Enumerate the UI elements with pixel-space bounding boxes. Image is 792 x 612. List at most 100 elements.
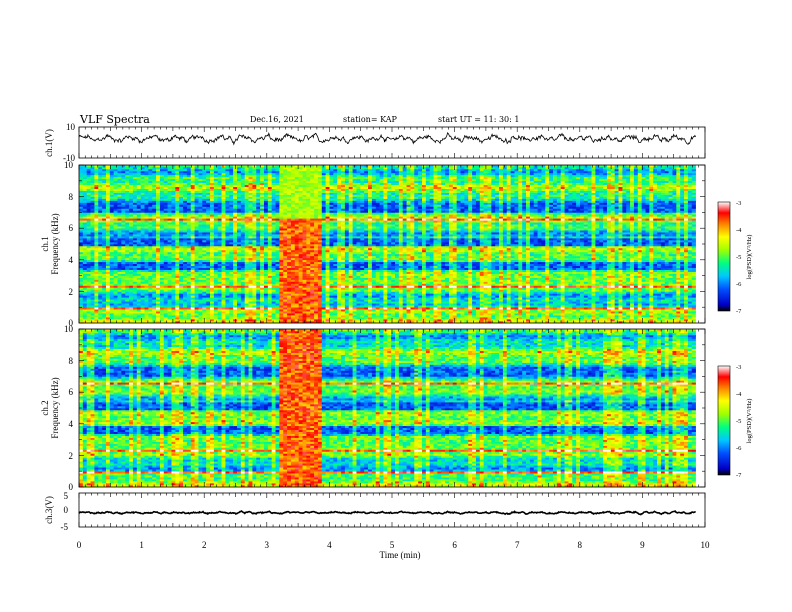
spectrogram-cell [256,255,261,259]
spectrogram-cell [102,184,107,188]
spectrogram-cell [136,259,141,263]
spectrogram-cell [217,212,222,215]
spectrogram-cell [233,281,238,284]
spectrogram-cell [86,184,91,188]
spectrogram-cell [129,303,134,306]
spectrogram-cell [175,188,180,191]
spectrogram-cell [109,247,114,251]
spectrogram-cell [132,216,138,219]
spectrogram-cell [279,240,284,243]
spectrogram-cell [113,194,118,197]
spectrogram-cell [275,283,280,286]
spectrogram-cell [229,267,234,270]
spectrogram-cell [287,182,292,186]
spectrogram-cell [171,188,176,191]
spectrogram-cell [113,186,118,189]
spectrogram-cell [198,271,203,274]
spectrogram-cell [79,279,84,282]
spectrogram-cell [86,182,91,186]
spectrogram-cell [206,275,211,278]
spectrogram-cell [136,234,141,237]
spectrogram-cell [283,265,288,268]
spectrogram-cell [117,165,122,168]
spectrogram-cell [163,208,168,211]
spectrogram-cell [144,204,149,207]
spectrogram-cell [117,232,122,235]
spectrogram-cell [156,200,161,203]
spectrogram-cell [102,206,107,209]
spectrogram-cell [221,283,226,286]
spectrogram-cell [113,226,118,229]
spectrogram-cell [117,198,122,201]
spectrogram-cell [117,204,122,207]
spectrogram-cell [275,224,280,227]
spectrogram-cell [144,293,149,296]
spectrogram-cell [113,303,118,306]
spectrogram-cell [121,305,126,308]
spectrogram-cell [271,190,276,193]
spectrogram-cell [179,208,184,211]
spectrogram-cell [279,249,284,253]
spectrogram-cell [271,255,276,259]
spectrogram-cell [113,311,118,314]
spectrogram-cell [94,317,99,320]
spectrogram-cell [117,281,122,284]
spectrogram-cell [102,196,107,199]
spectrogram-cell [287,277,292,280]
spectrogram-cell [294,251,299,255]
spectrogram-cell [237,214,242,217]
spectrogram-cell [198,188,203,191]
spectrogram-cell [152,206,157,209]
spectrogram-cell [129,166,134,170]
spectrogram-cell [144,307,149,310]
spectrogram-cell [105,168,111,172]
spectrogram-cell [144,257,149,261]
spectrogram-cell [82,240,87,243]
spectrogram-cell [271,166,276,170]
spectrogram-cell [129,313,134,316]
spectrogram-cell [90,168,95,172]
spectrogram-cell [132,285,138,288]
spectrogram-cell [171,218,176,221]
spectrogram-cell [263,204,269,207]
spectrogram-cell [302,198,307,201]
spectrogram-cell [156,265,161,268]
spectrogram-cell [248,238,253,241]
spectrogram-cell [113,259,118,263]
spectrogram-cell [260,287,265,290]
spectrogram-cell [144,224,149,227]
spectrogram-cell [252,226,257,229]
spectrogram-cell [136,271,141,274]
spectrogram-cell [244,311,249,314]
spectrogram-cell [210,170,215,174]
spectrogram-cell [190,291,195,294]
spectrogram-cell [267,174,272,178]
spectrogram-cell [140,281,145,284]
spectrogram-cell [117,273,122,276]
spectrogram-cell [186,263,192,267]
spectrogram-cell [275,230,280,233]
spectrogram-cell [79,309,84,312]
spectrogram-cell [271,315,276,318]
spectrogram-cell [290,307,296,310]
spectrogram-cell [163,295,168,298]
ch1-waveform-ticks [78,127,706,158]
spectrogram-cell [132,176,138,180]
spectrogram-cell [233,277,238,280]
spectrogram-cell [183,200,188,203]
spectrogram-cell [98,165,103,168]
spectrogram-cell [233,206,238,209]
spectrogram-cell [132,301,138,304]
spectrogram-cell [198,299,203,302]
spectrogram-cell [105,170,111,174]
spectrogram-cell [225,249,230,253]
spectrogram-cell [190,317,195,320]
spectrogram-cell [121,311,126,314]
spectrogram-cell [237,301,242,304]
spectrogram-cell [90,249,95,253]
spectrogram-cell [210,259,215,263]
spectrogram-cell [102,222,107,225]
spectrogram-cell [237,202,242,205]
spectrogram-cell [306,224,311,227]
spectrogram-cell [294,226,299,229]
